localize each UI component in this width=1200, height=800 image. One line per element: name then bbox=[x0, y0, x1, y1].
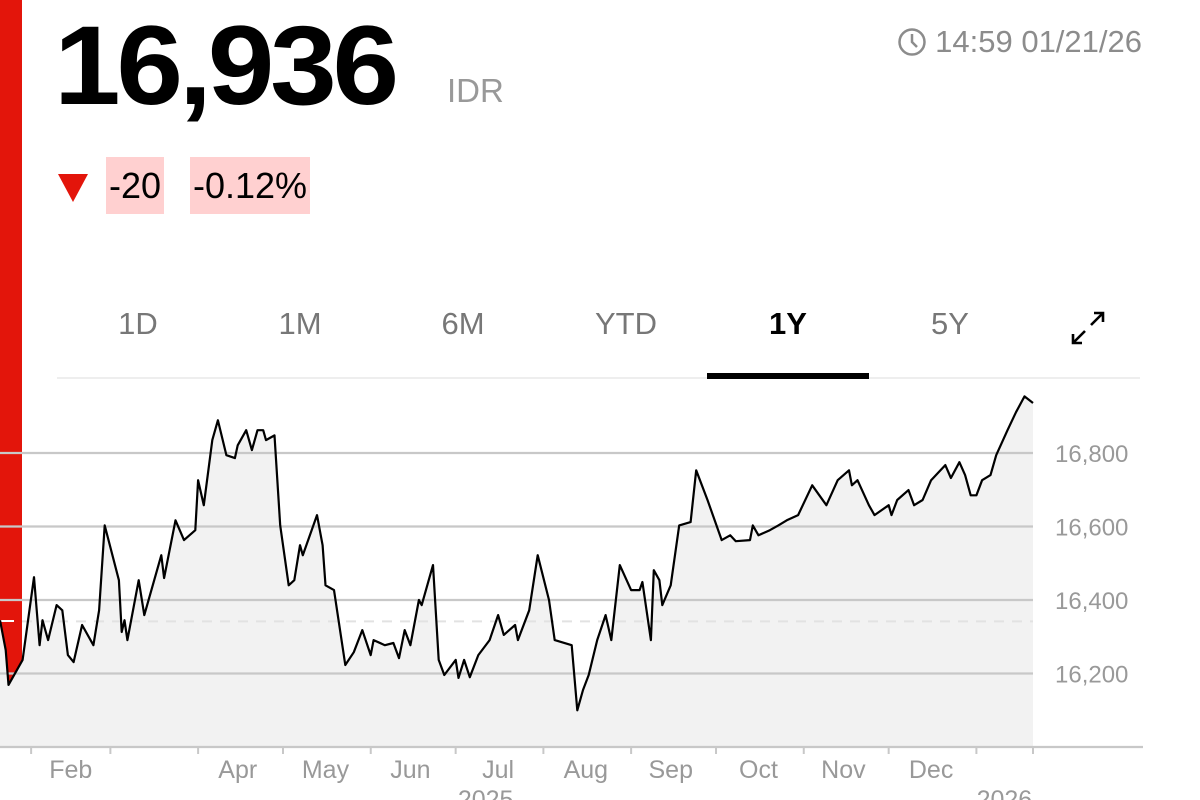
tab-1d[interactable]: 1D bbox=[118, 306, 158, 341]
expand-arrows-icon bbox=[1071, 311, 1105, 345]
reference-tick bbox=[0, 620, 14, 622]
area-fill bbox=[0, 396, 1033, 747]
x-tick-label: Dec bbox=[909, 756, 953, 784]
timestamp-text: 14:59 01/21/26 bbox=[935, 24, 1142, 59]
currency-label: IDR bbox=[447, 72, 504, 109]
x-tick-label: Aug bbox=[564, 756, 608, 784]
timestamp: 14:59 01/21/26 bbox=[897, 24, 1142, 60]
y-tick-label: 16,600 bbox=[1055, 515, 1128, 542]
clock-icon bbox=[898, 28, 926, 56]
x-year-label: 2025 bbox=[458, 786, 514, 800]
tab-ytd[interactable]: YTD bbox=[595, 306, 657, 341]
tab-6m[interactable]: 6M bbox=[441, 306, 485, 341]
x-tick-label: Oct bbox=[739, 756, 778, 784]
price-line bbox=[0, 395, 1034, 712]
negative-indicator-bar bbox=[0, 0, 22, 745]
price-value: 16,936 bbox=[54, 3, 399, 128]
tab-5y[interactable]: 5Y bbox=[931, 306, 969, 341]
tab-1m[interactable]: 1M bbox=[278, 306, 322, 341]
x-tick-label: Sep bbox=[649, 756, 693, 784]
expand-button[interactable] bbox=[1070, 310, 1106, 346]
price-chart: 16,200 16,400 16,600 16,800 Feb Apr May Jun Jul A… bbox=[0, 395, 1143, 800]
x-tick-label: Nov bbox=[821, 756, 866, 784]
x-year-label: 2026 bbox=[977, 786, 1033, 800]
tabs-divider bbox=[57, 377, 1140, 379]
triangle-down-icon bbox=[58, 174, 88, 202]
change-badge: -20 bbox=[106, 157, 165, 214]
active-tab-indicator bbox=[707, 373, 869, 379]
y-tick-label: 16,400 bbox=[1055, 588, 1128, 615]
x-tick-label: Jun bbox=[390, 756, 430, 784]
x-tick-label: Feb bbox=[49, 756, 92, 784]
range-tabs: 1D 1M 6M YTD 1Y 5Y bbox=[57, 300, 1140, 379]
x-tick-label: Apr bbox=[218, 756, 257, 784]
y-tick-label: 16,800 bbox=[1055, 441, 1128, 468]
change-percent-badge: -0.12% bbox=[190, 157, 311, 214]
tab-1y[interactable]: 1Y bbox=[769, 306, 807, 341]
y-tick-label: 16,200 bbox=[1055, 662, 1128, 689]
x-tick-label: May bbox=[302, 756, 350, 784]
x-tick-label: Jul bbox=[482, 756, 514, 784]
